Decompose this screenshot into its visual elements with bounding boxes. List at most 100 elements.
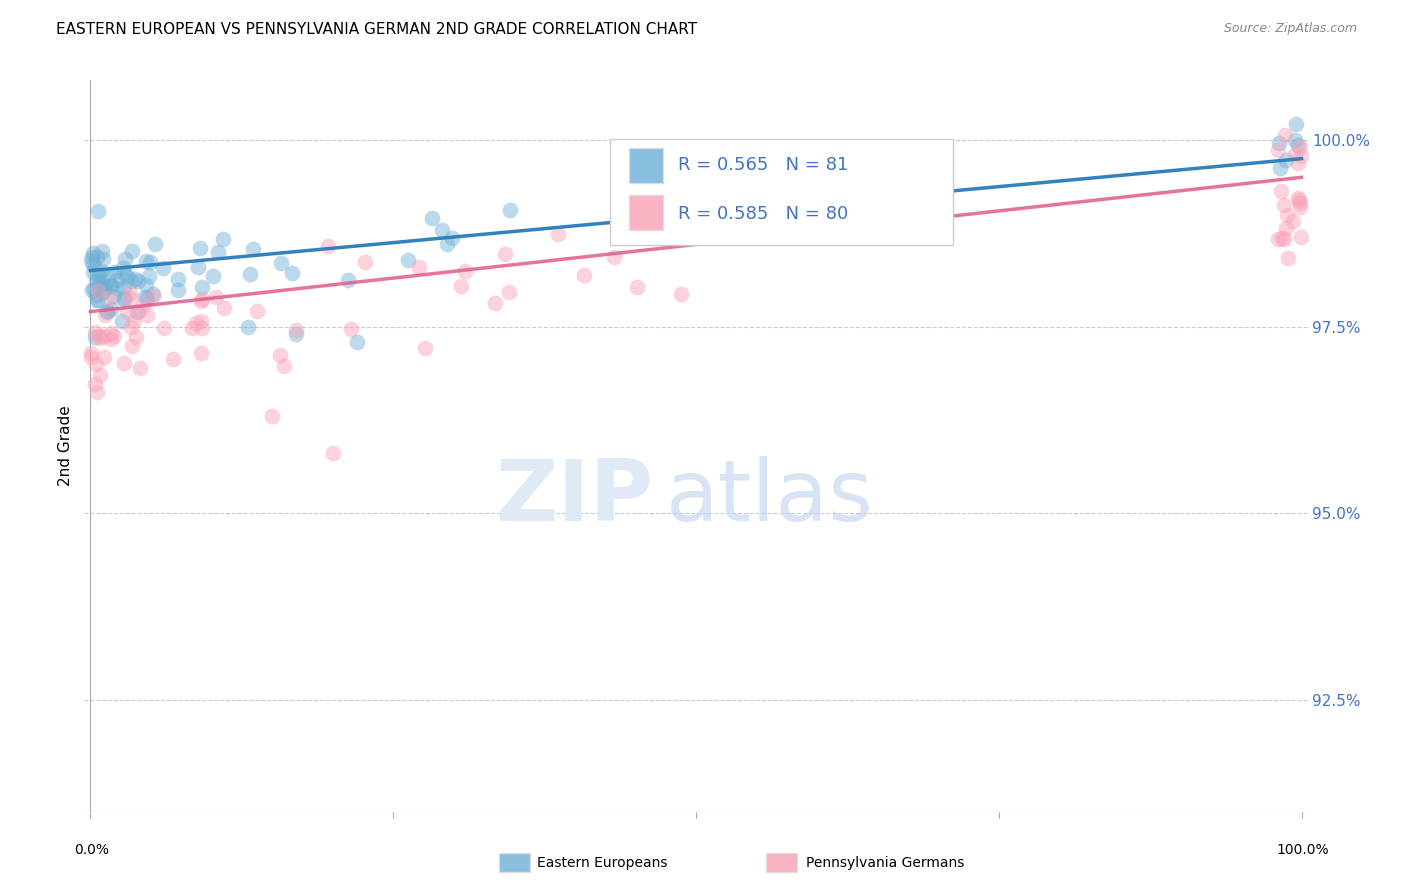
Text: R = 0.585   N = 80: R = 0.585 N = 80 (678, 204, 848, 223)
Point (82, 245, 104, 260)
Point (86, 284, 108, 298)
FancyBboxPatch shape (628, 195, 664, 230)
Point (114, 252, 136, 267)
Point (87, 293, 110, 308)
Point (190, 314, 212, 328)
Point (90, 264, 112, 278)
Point (91, 285, 114, 299)
Point (118, 291, 141, 305)
Point (115, 304, 138, 318)
Point (121, 339, 143, 353)
Point (103, 329, 125, 343)
Point (420, 211, 443, 225)
Point (104, 265, 127, 279)
Point (190, 346, 212, 360)
Point (86, 203, 108, 218)
Point (142, 289, 165, 303)
Point (93, 329, 115, 343)
Point (82, 264, 104, 278)
Point (143, 236, 166, 251)
Point (134, 290, 156, 304)
Point (120, 319, 142, 334)
Point (242, 242, 264, 256)
Point (86, 268, 108, 282)
Point (603, 250, 626, 264)
Point (124, 272, 146, 286)
Point (1289, 200, 1312, 214)
Point (131, 298, 153, 312)
Point (84, 274, 107, 288)
Point (454, 264, 477, 278)
Point (120, 274, 142, 288)
Point (441, 231, 464, 245)
Point (1274, 128, 1296, 142)
Point (89, 368, 111, 383)
Point (1274, 198, 1296, 212)
Point (1272, 232, 1295, 246)
Point (322, 446, 344, 460)
Text: atlas: atlas (665, 456, 873, 539)
Point (436, 236, 458, 251)
Point (87, 267, 110, 281)
Point (270, 255, 292, 269)
Point (1288, 195, 1310, 210)
Point (80, 283, 103, 297)
Point (142, 286, 165, 301)
Point (1268, 136, 1291, 150)
Point (152, 261, 174, 276)
Text: R = 0.565   N = 81: R = 0.565 N = 81 (678, 155, 848, 174)
Point (115, 268, 138, 283)
Point (112, 291, 135, 305)
Text: ZIP: ZIP (495, 456, 654, 539)
Point (1286, 155, 1309, 169)
Point (90, 244, 112, 259)
Point (112, 280, 135, 294)
Point (80, 346, 103, 360)
Point (96, 304, 118, 318)
Point (212, 232, 235, 246)
Point (1284, 146, 1306, 161)
Point (1286, 138, 1309, 153)
Point (136, 292, 159, 306)
FancyBboxPatch shape (610, 139, 953, 245)
Point (129, 361, 152, 376)
Point (121, 244, 143, 258)
Point (212, 301, 235, 315)
Point (91, 273, 114, 287)
Point (100, 292, 122, 306)
Point (413, 341, 436, 355)
Point (354, 255, 377, 269)
Point (498, 285, 520, 299)
Point (93, 282, 115, 296)
Point (269, 348, 291, 362)
Point (181, 321, 204, 335)
Point (94, 308, 117, 322)
Point (1267, 143, 1289, 157)
Point (450, 278, 472, 293)
Point (408, 260, 430, 274)
Point (201, 268, 224, 283)
Point (111, 314, 134, 328)
Text: EASTERN EUROPEAN VS PENNSYLVANIA GERMAN 2ND GRADE CORRELATION CHART: EASTERN EUROPEAN VS PENNSYLVANIA GERMAN … (56, 22, 697, 37)
Point (572, 268, 595, 282)
Point (98, 278, 121, 293)
Point (93, 350, 115, 364)
Point (80, 254, 103, 268)
Point (162, 352, 184, 367)
Point (118, 285, 141, 300)
Point (236, 319, 259, 334)
Point (127, 305, 149, 319)
Point (83, 376, 105, 391)
Point (626, 280, 648, 294)
Point (135, 253, 157, 268)
Point (87, 278, 110, 293)
Point (122, 314, 145, 328)
Point (238, 268, 260, 282)
Point (82, 251, 104, 265)
Point (167, 283, 190, 297)
Point (284, 323, 307, 337)
Point (273, 359, 295, 374)
Point (671, 287, 693, 301)
Point (191, 292, 214, 306)
Point (340, 322, 363, 336)
